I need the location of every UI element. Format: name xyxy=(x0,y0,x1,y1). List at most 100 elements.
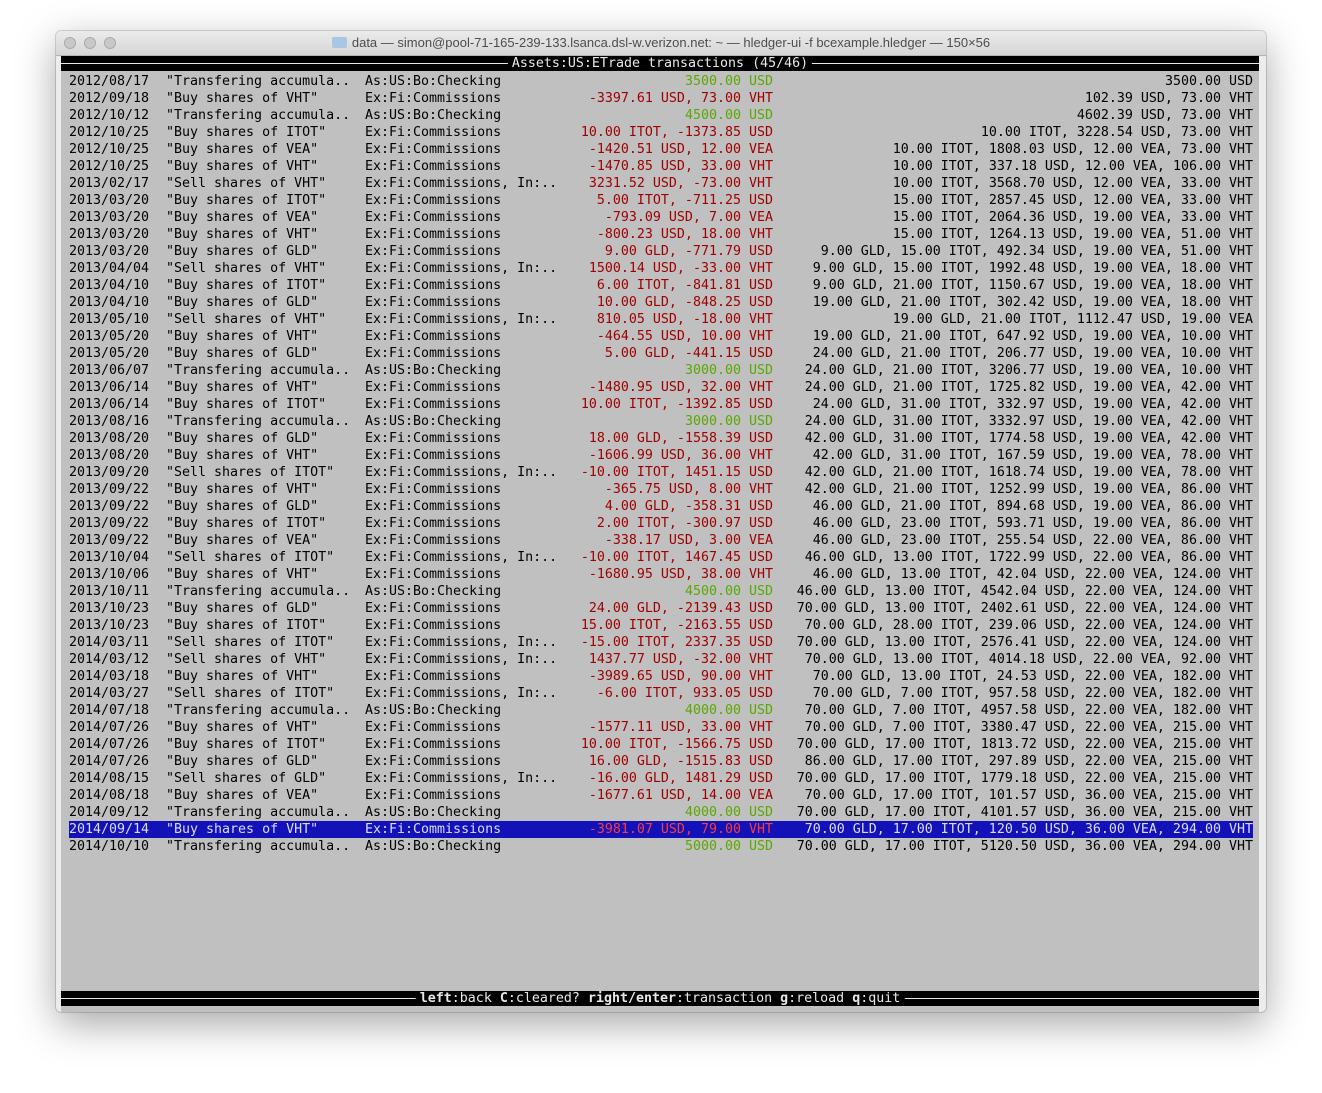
row-balance: 19.00 GLD, 21.00 ITOT, 647.92 USD, 19.00… xyxy=(812,329,1253,344)
table-row[interactable]: 2013/03/20 "Buy shares of GLD" Ex:Fi:Commi… xyxy=(69,243,1253,260)
row-change: -793.09 USD, 7.00 VEA xyxy=(604,210,773,225)
row-account: Ex:Fi:Commissions, In:.. xyxy=(365,312,558,327)
row-date: 2013/03/20 xyxy=(69,193,150,208)
table-row[interactable]: 2013/10/23 "Buy shares of GLD" Ex:Fi:Commi… xyxy=(69,600,1253,617)
table-row[interactable]: 2012/08/17 "Transfering accumula.. As:US:B… xyxy=(69,73,1253,90)
row-account: Ex:Fi:Commissions xyxy=(365,601,502,616)
row-balance: 70.00 GLD, 17.00 ITOT, 1779.18 USD, 22.0… xyxy=(796,771,1253,786)
key-hint: left:back xyxy=(419,991,492,1006)
close-button[interactable] xyxy=(64,37,76,49)
table-row[interactable]: 2014/03/27 "Sell shares of ITOT" Ex:Fi:Com… xyxy=(69,685,1253,702)
row-balance: 46.00 GLD, 13.00 ITOT, 4542.04 USD, 22.0… xyxy=(796,584,1253,599)
terminal-area[interactable]: Assets:US:ETrade transactions (45/46) 20… xyxy=(61,56,1259,1012)
row-balance: 4602.39 USD, 73.00 VHT xyxy=(1076,108,1253,123)
row-date: 2014/03/12 xyxy=(69,652,150,667)
table-row[interactable]: 2013/04/04 "Sell shares of VHT" Ex:Fi:Comm… xyxy=(69,260,1253,277)
table-row[interactable]: 2013/04/10 "Buy shares of ITOT" Ex:Fi:Comm… xyxy=(69,277,1253,294)
key-name: right/enter xyxy=(587,991,676,1006)
row-description: "Transfering accumula.. xyxy=(166,414,351,429)
table-row[interactable]: 2013/09/22 "Buy shares of ITOT" Ex:Fi:Comm… xyxy=(69,515,1253,532)
row-balance: 10.00 ITOT, 3568.70 USD, 12.00 VEA, 33.0… xyxy=(892,176,1253,191)
table-row[interactable]: 2013/06/07 "Transfering accumula.. As:US:B… xyxy=(69,362,1253,379)
minimize-button[interactable] xyxy=(84,37,96,49)
row-account: Ex:Fi:Commissions xyxy=(365,329,502,344)
table-row[interactable]: 2013/03/20 "Buy shares of VHT" Ex:Fi:Commi… xyxy=(69,226,1253,243)
row-account: Ex:Fi:Commissions xyxy=(365,516,502,531)
row-change: 10.00 ITOT, -1566.75 USD xyxy=(580,737,773,752)
table-row[interactable]: 2013/05/10 "Sell shares of VHT" Ex:Fi:Comm… xyxy=(69,311,1253,328)
row-balance: 42.00 GLD, 21.00 ITOT, 1618.74 USD, 19.0… xyxy=(804,465,1253,480)
header-account: Assets:US:ETrade xyxy=(511,56,640,71)
row-description: "Sell shares of ITOT" xyxy=(166,550,335,565)
table-row[interactable]: 2013/10/11 "Transfering accumula.. As:US:B… xyxy=(69,583,1253,600)
table-row[interactable]: 2013/05/20 "Buy shares of VHT" Ex:Fi:Commi… xyxy=(69,328,1253,345)
table-row[interactable]: 2012/10/25 "Buy shares of VEA" Ex:Fi:Commi… xyxy=(69,141,1253,158)
table-row[interactable]: 2013/10/04 "Sell shares of ITOT" Ex:Fi:Com… xyxy=(69,549,1253,566)
table-row[interactable]: 2014/03/12 "Sell shares of VHT" Ex:Fi:Comm… xyxy=(69,651,1253,668)
table-row[interactable]: 2014/07/26 "Buy shares of ITOT" Ex:Fi:Comm… xyxy=(69,736,1253,753)
table-row[interactable]: 2013/09/22 "Buy shares of GLD" Ex:Fi:Commi… xyxy=(69,498,1253,515)
key-hint: right/enter:transaction xyxy=(587,991,773,1006)
table-row[interactable]: 2014/07/26 "Buy shares of GLD" Ex:Fi:Commi… xyxy=(69,753,1253,770)
row-date: 2013/10/04 xyxy=(69,550,150,565)
zoom-button[interactable] xyxy=(104,37,116,49)
table-row[interactable]: 2013/05/20 "Buy shares of GLD" Ex:Fi:Commi… xyxy=(69,345,1253,362)
table-row[interactable]: 2013/02/17 "Sell shares of VHT" Ex:Fi:Comm… xyxy=(69,175,1253,192)
table-row[interactable]: 2013/09/22 "Buy shares of VHT" Ex:Fi:Commi… xyxy=(69,481,1253,498)
table-row[interactable]: 2013/08/20 "Buy shares of VHT" Ex:Fi:Commi… xyxy=(69,447,1253,464)
row-description: "Buy shares of VHT" xyxy=(166,482,319,497)
row-date: 2013/10/11 xyxy=(69,584,150,599)
row-date: 2013/10/06 xyxy=(69,567,150,582)
table-row[interactable]: 2012/10/12 "Transfering accumula.. As:US:B… xyxy=(69,107,1253,124)
table-row[interactable]: 2012/09/18 "Buy shares of VHT" Ex:Fi:Commi… xyxy=(69,90,1253,107)
table-row[interactable]: 2012/10/25 "Buy shares of ITOT" Ex:Fi:Comm… xyxy=(69,124,1253,141)
row-description: "Buy shares of VHT" xyxy=(166,329,319,344)
table-row[interactable]: 2012/10/25 "Buy shares of VHT" Ex:Fi:Commi… xyxy=(69,158,1253,175)
table-row[interactable]: 2013/06/14 "Buy shares of VHT" Ex:Fi:Commi… xyxy=(69,379,1253,396)
row-date: 2014/03/18 xyxy=(69,669,150,684)
row-change: 3500.00 USD xyxy=(684,74,773,89)
table-row[interactable]: 2014/03/11 "Sell shares of ITOT" Ex:Fi:Com… xyxy=(69,634,1253,651)
table-row[interactable]: 2013/03/20 "Buy shares of VEA" Ex:Fi:Commi… xyxy=(69,209,1253,226)
table-row[interactable]: 2014/07/26 "Buy shares of VHT" Ex:Fi:Commi… xyxy=(69,719,1253,736)
table-row[interactable]: 2013/10/23 "Buy shares of ITOT" Ex:Fi:Comm… xyxy=(69,617,1253,634)
row-account: Ex:Fi:Commissions, In:.. xyxy=(365,550,558,565)
row-change: 2.00 ITOT, -300.97 USD xyxy=(596,516,773,531)
table-row[interactable]: 2013/08/20 "Buy shares of GLD" Ex:Fi:Commi… xyxy=(69,430,1253,447)
row-description: "Transfering accumula.. xyxy=(166,74,351,89)
table-row[interactable]: 2014/08/15 "Sell shares of GLD" Ex:Fi:Comm… xyxy=(69,770,1253,787)
table-row[interactable]: 2014/09/12 "Transfering accumula.. As:US:B… xyxy=(69,804,1253,821)
row-description: "Buy shares of GLD" xyxy=(166,244,319,259)
row-change: -464.55 USD, 10.00 VHT xyxy=(596,329,773,344)
row-account: Ex:Fi:Commissions xyxy=(365,669,502,684)
row-balance: 9.00 GLD, 15.00 ITOT, 1992.48 USD, 19.00… xyxy=(812,261,1253,276)
table-row[interactable]: 2014/07/18 "Transfering accumula.. As:US:B… xyxy=(69,702,1253,719)
table-row[interactable]: 2013/04/10 "Buy shares of GLD" Ex:Fi:Commi… xyxy=(69,294,1253,311)
row-description: "Transfering accumula.. xyxy=(166,805,351,820)
table-row[interactable]: 2013/03/20 "Buy shares of ITOT" Ex:Fi:Comm… xyxy=(69,192,1253,209)
table-row[interactable]: 2014/08/18 "Buy shares of VEA" Ex:Fi:Commi… xyxy=(69,787,1253,804)
screen-footer: left:back C:cleared? right/enter:transac… xyxy=(61,991,1259,1006)
row-balance: 70.00 GLD, 7.00 ITOT, 957.58 USD, 22.00 … xyxy=(812,686,1253,701)
table-row[interactable]: 2013/09/22 "Buy shares of VEA" Ex:Fi:Commi… xyxy=(69,532,1253,549)
row-date: 2012/10/25 xyxy=(69,142,150,157)
row-date: 2012/09/18 xyxy=(69,91,150,106)
table-row[interactable]: 2013/09/20 "Sell shares of ITOT" Ex:Fi:Com… xyxy=(69,464,1253,481)
row-date: 2013/06/07 xyxy=(69,363,150,378)
row-description: "Sell shares of VHT" xyxy=(166,312,327,327)
row-date: 2013/08/16 xyxy=(69,414,150,429)
table-row[interactable]: 2013/06/14 "Buy shares of ITOT" Ex:Fi:Comm… xyxy=(69,396,1253,413)
row-change: -10.00 ITOT, 1467.45 USD xyxy=(580,550,773,565)
table-row[interactable]: 2013/08/16 "Transfering accumula.. As:US:B… xyxy=(69,413,1253,430)
row-account: As:US:Bo:Checking xyxy=(365,108,502,123)
row-balance: 10.00 ITOT, 3228.54 USD, 73.00 VHT xyxy=(980,125,1253,140)
table-row-selected[interactable]: 2014/09/14 "Buy shares of VHT" Ex:Fi:Commi… xyxy=(69,821,1253,838)
table-row[interactable]: 2014/10/10 "Transfering accumula.. As:US:B… xyxy=(69,838,1253,855)
row-description: "Buy shares of GLD" xyxy=(166,295,319,310)
table-row[interactable]: 2014/03/18 "Buy shares of VHT" Ex:Fi:Commi… xyxy=(69,668,1253,685)
key-action: reload xyxy=(796,991,845,1006)
row-date: 2013/04/10 xyxy=(69,278,150,293)
row-date: 2014/08/18 xyxy=(69,788,150,803)
row-date: 2013/09/22 xyxy=(69,499,150,514)
table-row[interactable]: 2013/10/06 "Buy shares of VHT" Ex:Fi:Commi… xyxy=(69,566,1253,583)
